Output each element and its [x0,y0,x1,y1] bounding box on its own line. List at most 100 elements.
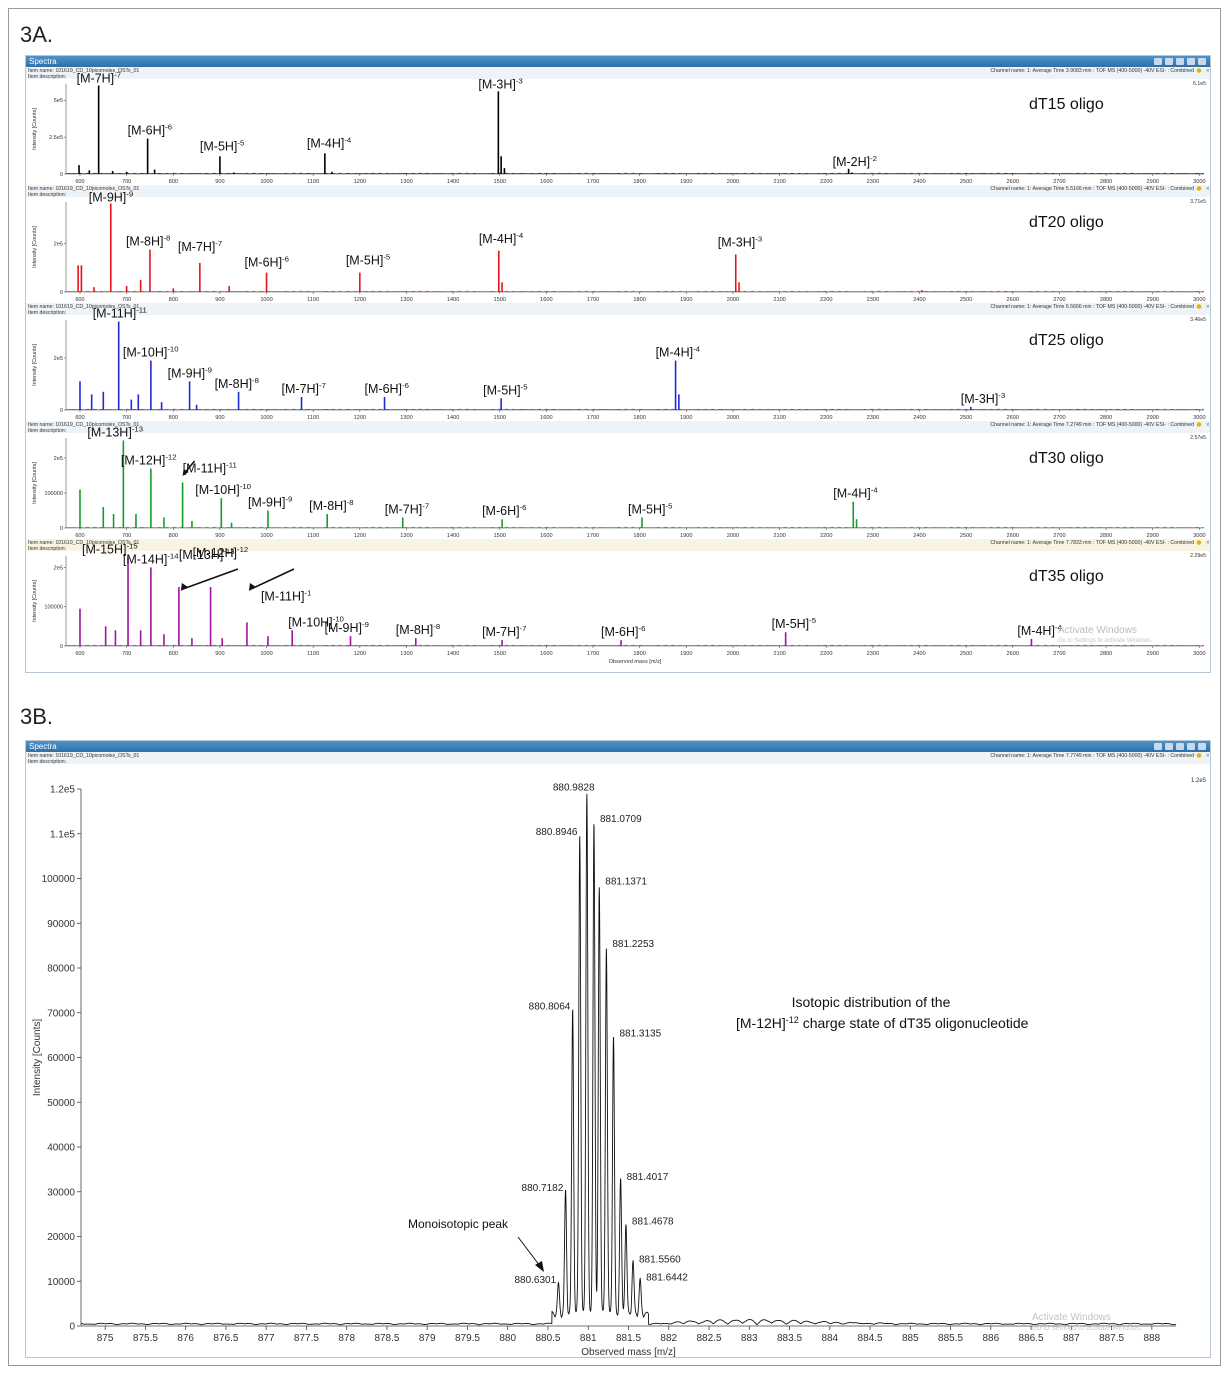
x-tick-label: 1600 [540,297,552,303]
x-tick-label: 1100 [307,297,319,303]
charge-state-label: [M-11H]-11 [93,306,147,321]
y-tick-label: 2.5e5 [49,135,63,141]
panel-header [26,303,1210,315]
peak-mz-label: 881.5560 [639,1255,681,1266]
spectrum-panel-1: Item name: 101619_CD_10picomoles_OSTs_01… [26,67,1210,185]
x-tick-label: 1200 [354,297,366,303]
x-tick-label: 878 [338,1333,355,1344]
x-tick-label: 875.5 [133,1333,158,1344]
y-tick-label: 2e5 [54,241,63,247]
peak-mz-label: 881.2253 [612,939,654,950]
x-tick-label: 900 [215,533,224,539]
toolbar-icons-b [1154,741,1206,752]
x-tick-label: 1900 [680,415,692,421]
annotation-line-2: [M-12H]-12 charge state of dT35 oligonuc… [736,1015,1029,1031]
y-tick-label: 5e5 [54,98,63,104]
x-tick-label: 2600 [1007,297,1019,303]
x-tick-label: 2400 [913,297,925,303]
spectra-stack-a: Item name: 101619_CD_10picomoles_OSTs_01… [26,67,1210,665]
oligo-label: dT15 oligo [1029,96,1104,113]
x-tick-label: 1800 [633,651,645,657]
panel-header [26,752,1210,764]
item-description-label: Item description: [28,546,66,552]
x-tick-label: 700 [122,533,131,539]
export-icon[interactable] [1176,743,1184,750]
item-description-label: Item description: [28,74,66,80]
charge-state-label: [M-4H]-4 [656,345,701,360]
x-tick-label: 1000 [260,533,272,539]
baseline-trace [65,408,1205,411]
close-icon: × [1206,754,1210,760]
x-tick-label: 2900 [1146,651,1158,657]
close-icon: × [1206,541,1210,547]
isotope-profile-trace [80,793,1177,1326]
y-tick-label: 0 [60,526,63,532]
copy-icon[interactable] [1165,58,1173,65]
max-intensity-label: 2.57e5 [1190,435,1206,441]
watermark-line-1: Activate Windows [1032,1312,1111,1323]
y-tick-label: 0 [60,290,63,296]
x-tick-label: 1900 [680,179,692,185]
charge-state-label: [M-7H]-7 [77,70,121,85]
charge-state-label: [M-6H]-6 [128,123,172,138]
zoom-icon[interactable] [1154,58,1162,65]
print-icon[interactable] [1187,58,1195,65]
x-tick-label: 1700 [587,179,599,185]
x-tick-label: 2100 [773,297,785,303]
charge-state-label: [M-6H]-6 [365,381,409,396]
x-tick-label: 800 [169,651,178,657]
x-tick-label: 2100 [773,651,785,657]
y-axis-title: Intensity [Counts] [32,344,38,386]
x-tick-label: 875 [97,1333,114,1344]
x-tick-label: 880.5 [535,1333,560,1344]
spectra-titlebar: Spectra [26,56,1210,67]
monoisotopic-label: Monoisotopic peak [408,1217,509,1231]
x-tick-label: 1800 [633,533,645,539]
pan-icon[interactable] [1198,743,1206,750]
oligo-label: dT30 oligo [1029,450,1104,467]
x-tick-label: 2400 [913,533,925,539]
x-tick-label: 2700 [1053,415,1065,421]
x-tick-label: 1300 [400,179,412,185]
baseline-trace [65,526,1205,529]
x-tick-label: 3000 [1193,651,1205,657]
x-tick-label: 1400 [447,415,459,421]
charge-state-label: [M-3H]-3 [478,76,522,91]
peak-mz-label: 881.4017 [627,1172,669,1183]
x-tick-label: 879.5 [455,1333,480,1344]
x-tick-label: 1400 [447,297,459,303]
print-icon[interactable] [1187,743,1195,750]
peak-mz-label: 881.4678 [632,1217,674,1228]
x-tick-label: 886 [982,1333,999,1344]
x-tick-label: 887 [1063,1333,1080,1344]
spectrum-panel-3: Item name: 101619_CD_10picomoles_OSTs_01… [26,303,1210,421]
x-tick-label: 600 [75,651,84,657]
x-tick-label: 2600 [1007,533,1019,539]
y-tick-label: 0 [60,172,63,178]
x-tick-label: 1000 [260,415,272,421]
peak-mz-label: 881.6442 [646,1272,688,1283]
x-tick-label: 1600 [540,179,552,185]
copy-icon[interactable] [1165,743,1173,750]
item-name-label: Item name: 101619_CD_10picomoles_OSTs_01 [28,540,139,546]
x-tick-label: 1400 [447,533,459,539]
x-tick-label: 3000 [1193,297,1205,303]
charge-state-label: [M-11H]-1 [261,588,311,603]
x-tick-label: 2200 [820,651,832,657]
pan-icon[interactable] [1198,58,1206,65]
x-tick-label: 1800 [633,415,645,421]
lock-icon [1196,186,1202,191]
zoom-icon[interactable] [1154,743,1162,750]
x-tick-label: 1700 [587,297,599,303]
x-tick-label: 2000 [727,415,739,421]
charge-state-label: [M-12H]-12 [193,545,249,560]
export-icon[interactable] [1176,58,1184,65]
x-tick-label: 2700 [1053,533,1065,539]
charge-state-label: [M-5H]-5 [483,382,527,397]
baseline-trace [65,644,1205,647]
x-tick-label: 1600 [540,415,552,421]
peak-mz-label: 880.6301 [514,1275,556,1286]
y-tick-label: 60000 [47,1053,75,1064]
x-tick-label: 887.5 [1099,1333,1124,1344]
y-tick-label: 1.2e5 [50,785,75,796]
